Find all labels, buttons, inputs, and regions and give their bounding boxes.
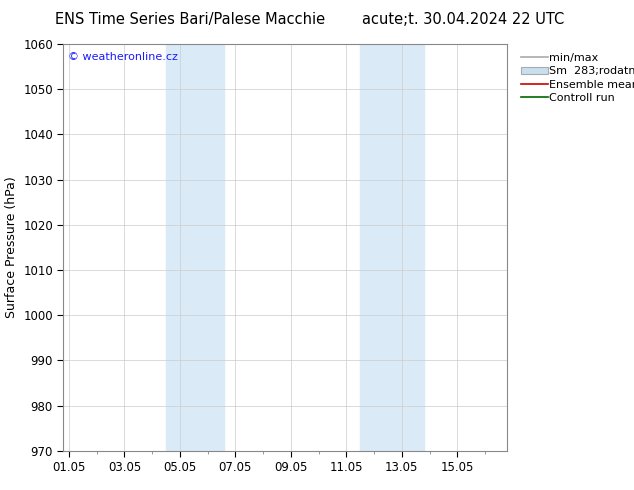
Y-axis label: Surface Pressure (hPa): Surface Pressure (hPa) (4, 176, 18, 318)
Legend: min/max, Sm  283;rodatn acute; odchylka, Ensemble mean run, Controll run: min/max, Sm 283;rodatn acute; odchylka, … (517, 49, 634, 106)
Bar (360, 44, 424, 451)
Text: © weatheronline.cz: © weatheronline.cz (68, 52, 178, 62)
Bar (166, 44, 224, 451)
Text: acute;t. 30.04.2024 22 UTC: acute;t. 30.04.2024 22 UTC (361, 12, 564, 27)
Text: ENS Time Series Bari/Palese Macchie: ENS Time Series Bari/Palese Macchie (55, 12, 325, 27)
